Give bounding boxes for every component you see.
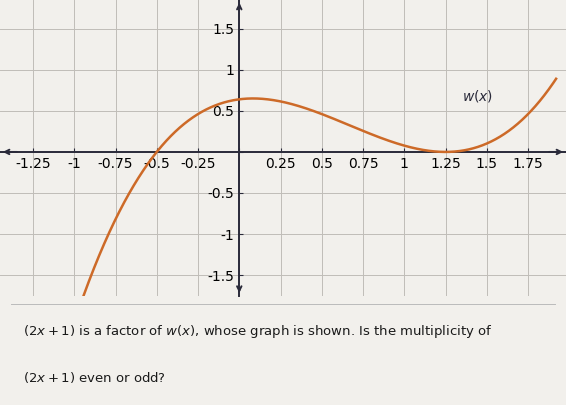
Text: $(2x+1)$ is a factor of $w(x)$, whose graph is shown. Is the multiplicity of: $(2x+1)$ is a factor of $w(x)$, whose gr… (23, 323, 492, 340)
Text: $w(x)$: $w(x)$ (462, 88, 493, 104)
Text: $(2x+1)$ even or odd?: $(2x+1)$ even or odd? (23, 370, 166, 385)
